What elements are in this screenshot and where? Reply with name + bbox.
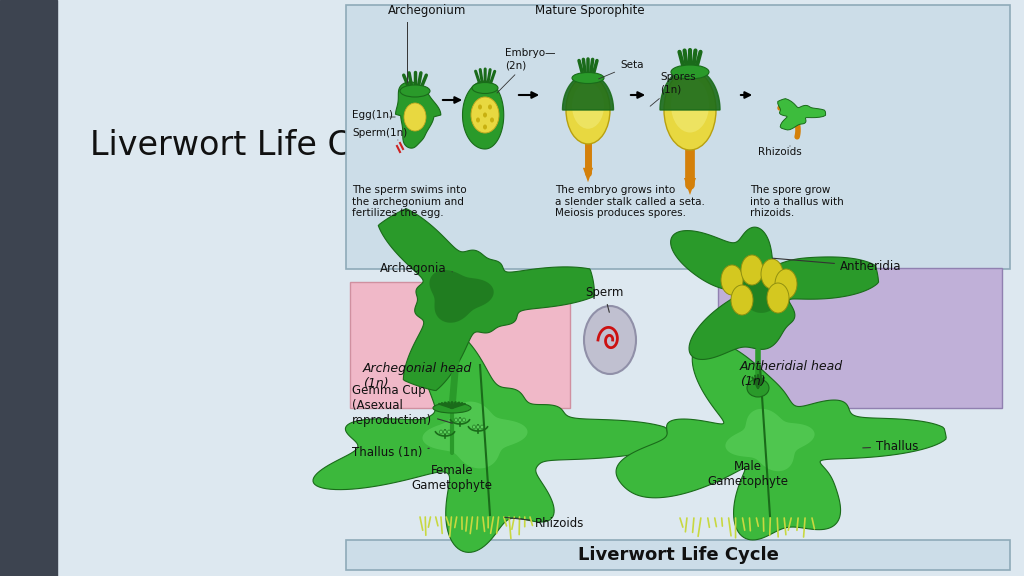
Ellipse shape	[472, 425, 475, 429]
Text: Antheridial head
(1n): Antheridial head (1n)	[740, 360, 843, 388]
Ellipse shape	[400, 85, 430, 97]
Text: Spores
(1n): Spores (1n)	[650, 73, 695, 106]
Text: Thallus (1n): Thallus (1n)	[352, 446, 429, 459]
Text: Mature Sporophite: Mature Sporophite	[536, 4, 645, 17]
Text: Archegonium: Archegonium	[388, 4, 466, 17]
Text: The spore grow
into a thallus with
rhizoids.: The spore grow into a thallus with rhizo…	[750, 185, 844, 218]
Text: Rhizoids: Rhizoids	[758, 147, 802, 157]
Text: Seta: Seta	[599, 60, 643, 79]
Text: Thallus: Thallus	[863, 440, 919, 453]
Ellipse shape	[490, 118, 494, 123]
Ellipse shape	[483, 124, 487, 130]
Polygon shape	[313, 330, 669, 552]
Polygon shape	[725, 409, 814, 471]
Text: Female
Gametophyte: Female Gametophyte	[412, 464, 493, 492]
Polygon shape	[684, 178, 696, 195]
Ellipse shape	[488, 104, 492, 109]
Ellipse shape	[584, 306, 636, 374]
Ellipse shape	[572, 83, 604, 129]
Ellipse shape	[731, 285, 753, 315]
Text: Sperm: Sperm	[585, 286, 624, 312]
Ellipse shape	[746, 379, 769, 397]
Polygon shape	[378, 209, 595, 391]
Ellipse shape	[741, 255, 763, 285]
Ellipse shape	[664, 70, 716, 150]
Text: Liverwort Life Cycle: Liverwort Life Cycle	[90, 128, 419, 161]
Text: Rhizoids: Rhizoids	[505, 517, 585, 530]
Ellipse shape	[472, 82, 498, 93]
Polygon shape	[616, 341, 946, 540]
Text: Antheridia: Antheridia	[773, 258, 901, 273]
Ellipse shape	[443, 430, 446, 434]
FancyBboxPatch shape	[350, 282, 570, 408]
FancyBboxPatch shape	[718, 268, 1002, 408]
Text: Gemma Cup
(Asexual
reproduction): Gemma Cup (Asexual reproduction)	[352, 384, 453, 427]
Polygon shape	[736, 268, 798, 313]
Ellipse shape	[671, 78, 709, 132]
Ellipse shape	[483, 112, 487, 118]
Ellipse shape	[476, 118, 480, 123]
Ellipse shape	[775, 269, 797, 299]
Text: The sperm swims into
the archegonium and
fertilizes the egg.: The sperm swims into the archegonium and…	[352, 185, 467, 218]
Ellipse shape	[404, 103, 426, 131]
Ellipse shape	[721, 265, 743, 295]
Bar	[0, 0, 57, 576]
Polygon shape	[583, 168, 593, 182]
Ellipse shape	[463, 418, 466, 422]
Polygon shape	[463, 81, 504, 149]
Text: Archegonia: Archegonia	[380, 262, 453, 275]
Ellipse shape	[459, 418, 462, 422]
Text: Liverwort Life Cycle: Liverwort Life Cycle	[578, 546, 778, 564]
Polygon shape	[778, 98, 825, 130]
FancyBboxPatch shape	[346, 5, 1010, 269]
Polygon shape	[395, 82, 440, 148]
Ellipse shape	[761, 259, 783, 289]
Text: Embryo—
(2n): Embryo— (2n)	[497, 48, 555, 93]
Text: Egg(1n): Egg(1n)	[352, 110, 393, 120]
Polygon shape	[660, 68, 720, 110]
Ellipse shape	[447, 430, 451, 434]
Polygon shape	[671, 227, 879, 359]
Ellipse shape	[471, 97, 499, 133]
Polygon shape	[423, 401, 527, 468]
Ellipse shape	[572, 73, 604, 84]
Polygon shape	[429, 270, 494, 323]
Ellipse shape	[566, 76, 610, 144]
Ellipse shape	[671, 65, 709, 79]
Ellipse shape	[439, 430, 442, 434]
FancyBboxPatch shape	[346, 540, 1010, 570]
Ellipse shape	[476, 425, 479, 429]
Text: Male
Gametophyte: Male Gametophyte	[708, 460, 788, 488]
Ellipse shape	[455, 418, 458, 422]
Polygon shape	[562, 74, 613, 110]
Ellipse shape	[767, 283, 790, 313]
Ellipse shape	[433, 403, 471, 413]
Text: Sperm(1n): Sperm(1n)	[352, 128, 408, 138]
Text: The embryo grows into
a slender stalk called a seta.
Meiosis produces spores.: The embryo grows into a slender stalk ca…	[555, 185, 705, 218]
Ellipse shape	[480, 425, 483, 429]
Ellipse shape	[478, 104, 482, 109]
Text: Archegonial head
(1n): Archegonial head (1n)	[362, 362, 472, 390]
